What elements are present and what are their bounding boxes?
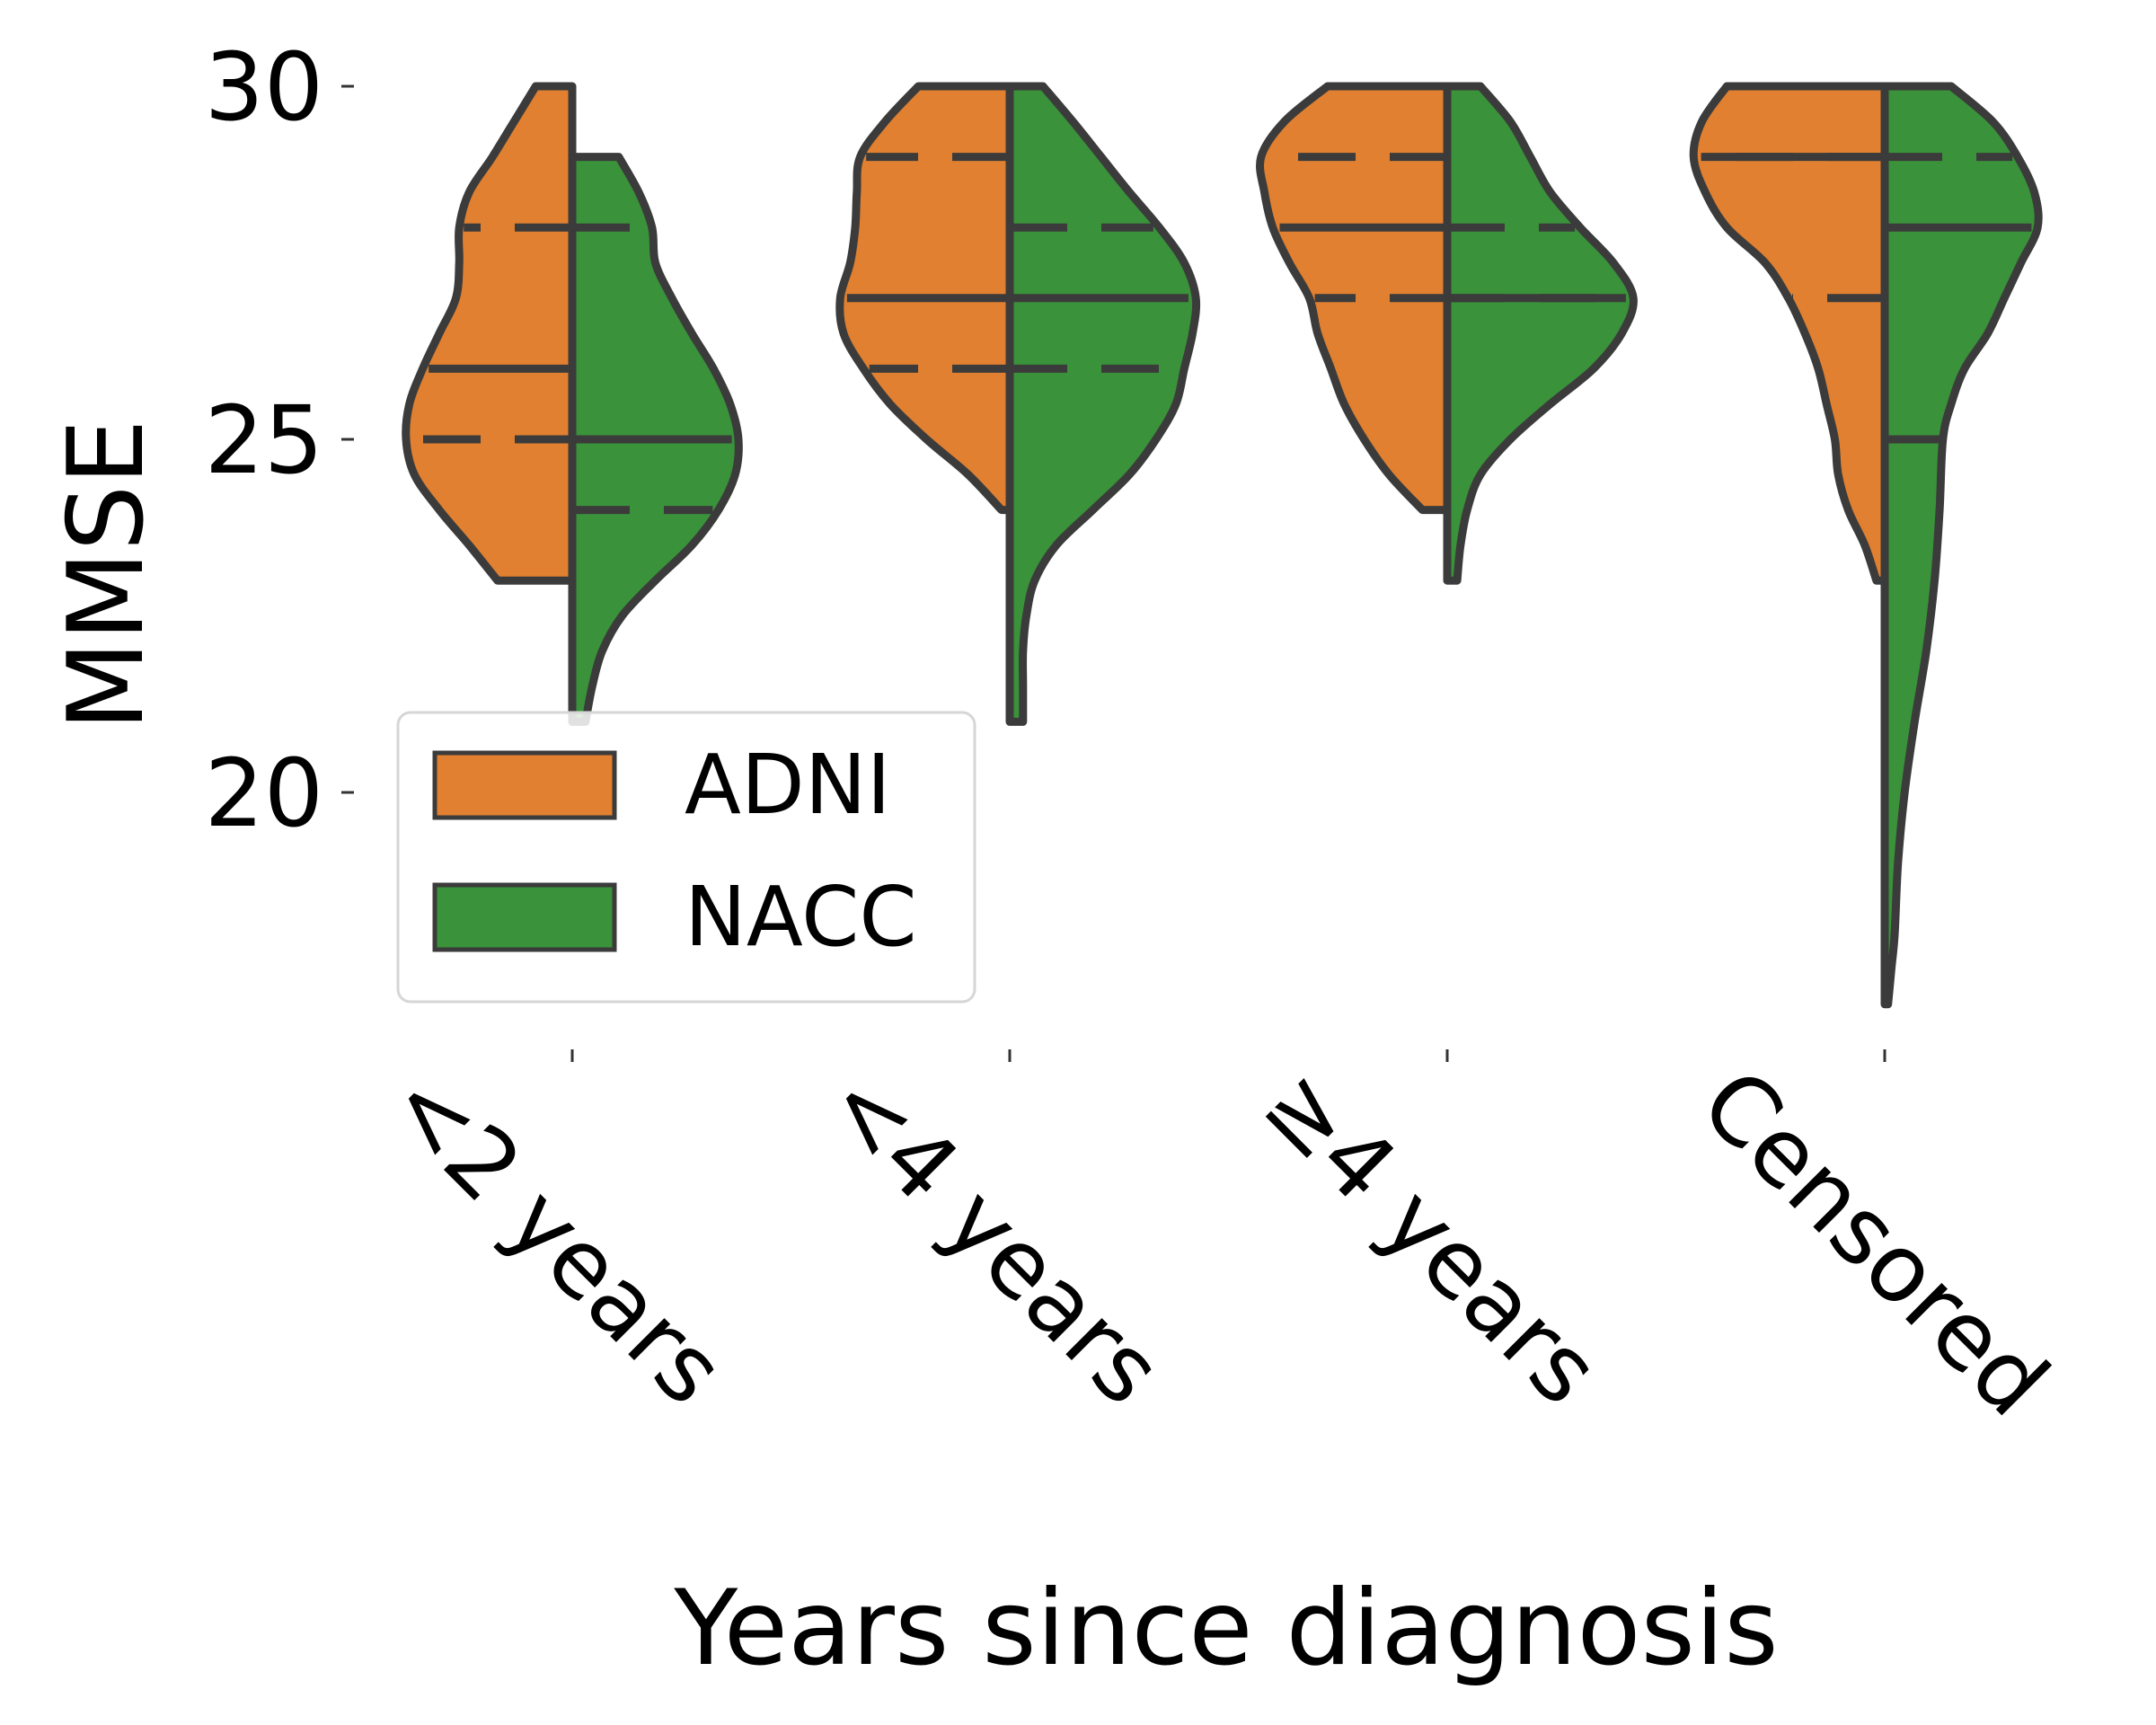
y-tick-label: 30 xyxy=(205,32,323,142)
violin-adni-0 xyxy=(402,82,577,585)
legend-label-nacc: NACC xyxy=(685,869,917,965)
y-tick-label: 25 xyxy=(205,385,323,495)
legend-label-adni: ADNI xyxy=(685,737,891,833)
legend-swatch-nacc xyxy=(432,882,617,952)
violin-nacc-3 xyxy=(1880,82,2043,1009)
x-axis-label: Years since diagnosis xyxy=(673,1568,1778,1689)
violin-nacc-2 xyxy=(1443,82,1638,585)
x-tick-label: <2 years xyxy=(367,1048,745,1425)
y-axis: 20 25 30 xyxy=(205,32,354,848)
legend-swatch-adni xyxy=(432,750,617,820)
y-tick-label: 20 xyxy=(205,739,323,848)
violin-adni-3 xyxy=(1689,82,1889,585)
y-axis-label: MMSE xyxy=(46,419,167,730)
x-tick-label: <4 years xyxy=(805,1048,1182,1425)
legend: ADNI NACC xyxy=(396,711,976,1004)
violins-layer xyxy=(402,82,2043,1009)
x-tick-label: Censored xyxy=(1680,1048,2069,1437)
x-axis: <2 years <4 years ≥4 years Censored xyxy=(367,1048,2069,1437)
violin-nacc-1 xyxy=(1005,82,1201,726)
x-tick-label: ≥4 years xyxy=(1242,1048,1620,1425)
